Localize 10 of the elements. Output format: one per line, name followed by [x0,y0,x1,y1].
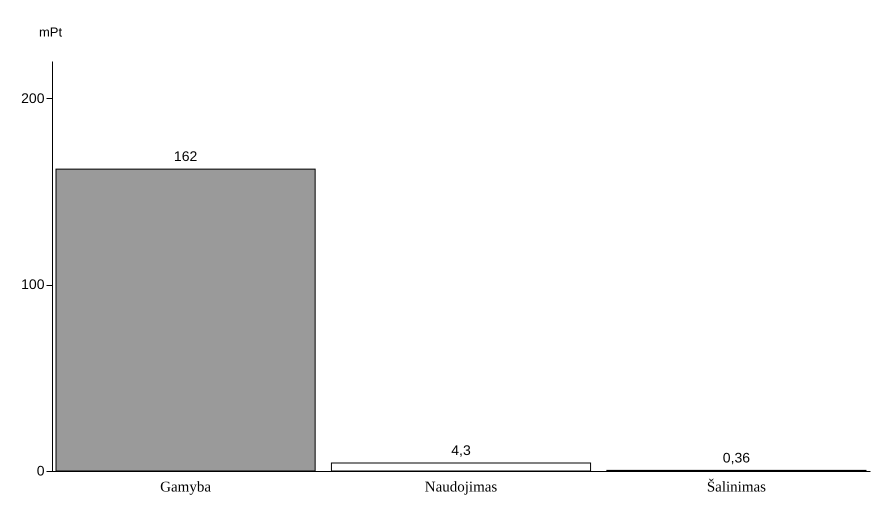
data-label: 0,36 [722,449,750,466]
x-tick-label: Naudojimas [424,480,498,496]
y-tick-label: 0 [36,462,45,478]
y-tick-label: 200 [21,90,45,106]
data-label: 162 [174,148,198,164]
x-tick-label: Šalinimas [706,478,766,496]
y-tick-label: 100 [21,276,45,292]
y-axis-title: mPt [38,24,62,40]
data-label: 4,3 [451,442,471,458]
x-tick-label: Gamyba [160,480,212,496]
